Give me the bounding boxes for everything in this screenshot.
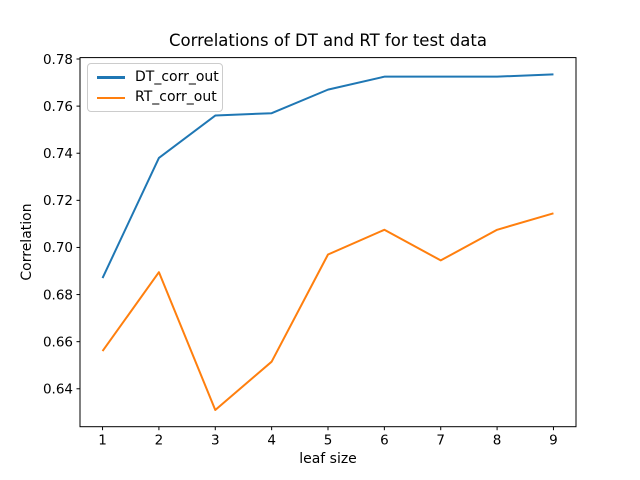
y-tick-label: 0.78 (43, 52, 73, 68)
x-tick-label: 3 (211, 433, 220, 449)
y-tick-label: 0.68 (43, 287, 73, 303)
x-tick-label: 6 (380, 433, 389, 449)
x-tick-label: 4 (267, 433, 276, 449)
legend-label-rt: RT_corr_out (135, 89, 217, 106)
x-tick-label: 9 (549, 433, 558, 449)
x-tick-label: 7 (436, 433, 445, 449)
legend-line-sample-rt (97, 96, 125, 99)
axes-spines (79, 57, 577, 428)
y-tick-label: 0.70 (43, 240, 73, 256)
y-tick-label: 0.66 (43, 334, 73, 350)
x-axis-label: leaf size (299, 451, 357, 467)
y-tick-label: 0.74 (43, 146, 73, 162)
y-tick-label: 0.64 (43, 382, 73, 398)
x-tick-label: 2 (155, 433, 164, 449)
x-tick-label: 8 (493, 433, 502, 449)
series-line-DT_corr_out (101, 73, 554, 279)
y-tick-label: 0.76 (43, 99, 73, 115)
legend-line-sample-dt (97, 76, 125, 79)
legend-entry-dt: DT_corr_out (97, 69, 219, 86)
series-line-RT_corr_out (101, 212, 554, 411)
legend: DT_corr_out RT_corr_out (87, 63, 223, 112)
x-tick-label: 1 (98, 433, 107, 449)
legend-label-dt: DT_corr_out (135, 68, 219, 85)
legend-entry-rt: RT_corr_out (97, 89, 217, 106)
x-tick-label: 5 (324, 433, 333, 449)
chart-title: Correlations of DT and RT for test data (169, 31, 487, 50)
y-tick-label: 0.72 (43, 193, 73, 209)
